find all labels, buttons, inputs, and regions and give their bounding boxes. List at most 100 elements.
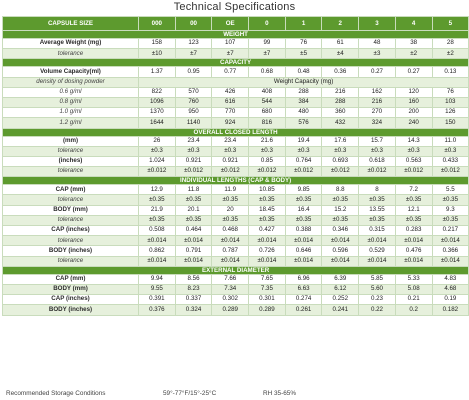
row-label: CAP (mm): [2, 273, 139, 285]
table-cell: ±7: [211, 48, 250, 60]
storage-humidity: RH 35-65%: [263, 390, 297, 397]
table-cell: 570: [174, 86, 213, 98]
table-cell: ±2: [431, 48, 469, 60]
table-cell: 9.85: [284, 184, 323, 196]
table-row: 1.2 g/ml 1644 1140 924 816 576 432 324 240 150: [2, 117, 469, 129]
table-cell: 0.464: [174, 224, 213, 237]
row-label: (mm): [2, 135, 139, 147]
table-cell: 816: [248, 117, 286, 129]
section-title: EXTERNAL DIAMETER: [1, 265, 469, 275]
table-cell: 0.252: [321, 294, 360, 306]
storage-temperature: 59°-77°F/15°-25°C: [163, 390, 217, 397]
table-cell: 950: [174, 107, 213, 119]
table-cell: 576: [284, 117, 323, 129]
page-title: Technical Specifications: [173, 1, 296, 13]
table-cell: 5.5: [431, 184, 469, 196]
table-row: (mm) 26 23.4 23.4 21.6 19.4 17.6 15.7 14.3 11.0: [2, 135, 469, 147]
table-cell: ±0.35: [248, 214, 286, 227]
section-header: INDIVIDUAL LENGTHS (CAP & BODY): [1, 176, 469, 186]
table-cell: 0.241: [321, 304, 360, 316]
table-row: CAP (mm) 9.94 8.56 7.66 7.65 6.96 6.39 5.85 5.33…: [2, 273, 469, 285]
table-cell: 0.862: [138, 245, 176, 257]
table-row: tolerance ±0.3 ±0.3 ±0.3 ±0.3 ±0.3 ±0.3 ±0.3 ±0.…: [2, 145, 469, 157]
section-title: CAPACITY: [1, 58, 469, 68]
table-cell: 0.376: [138, 304, 176, 316]
row-label: CAP (inches): [2, 294, 139, 306]
section-title: WEIGHT: [1, 30, 469, 39]
spec-table-body: CAPSULE SIZE 000 00 OE 0 1 2 3 4 5 WEIGH…: [1, 16, 469, 316]
table-cell: 99: [248, 37, 286, 50]
table-cell: 822: [138, 86, 176, 98]
table-row: CAP (mm) 12.9 11.8 11.9 10.85 9.85 8.8 8 7.2 5.5: [2, 184, 469, 196]
storage-label: Recommended Storage Conditions: [6, 390, 106, 397]
table-cell: 38: [394, 37, 433, 50]
size-header: OE: [211, 16, 250, 31]
table-cell: ±10: [138, 48, 176, 60]
table-cell: 0.13: [431, 66, 469, 78]
table-cell: 0.315: [358, 224, 396, 237]
table-cell: ±0.012: [394, 166, 433, 178]
table-cell: ±0.35: [138, 214, 176, 227]
section-title: INDIVIDUAL LENGTHS (CAP & BODY): [1, 176, 469, 186]
table-cell: 8.56: [174, 273, 213, 285]
table-cell: 544: [248, 96, 286, 109]
table-cell: 7.66: [211, 273, 250, 285]
table-cell: 0.921: [211, 155, 250, 168]
table-cell: ±0.014: [211, 255, 250, 267]
row-label: tolerance: [2, 194, 139, 206]
table-cell: 76: [284, 37, 323, 50]
table-cell: 123: [174, 37, 213, 50]
table-cell: ±0.35: [394, 194, 433, 206]
table-cell: ±0.3: [358, 145, 396, 157]
table-cell: 0.346: [321, 224, 360, 237]
table-cell: 0.182: [431, 304, 469, 316]
table-cell: 0.217: [431, 224, 469, 237]
table-row: density of dosing powder Weight Capacity …: [2, 76, 469, 88]
table-cell: 23.4: [174, 135, 213, 147]
table-cell: 0.2: [394, 304, 433, 316]
table-cell: ±0.35: [321, 194, 360, 206]
table-cell: 20.1: [174, 204, 213, 216]
table-cell: ±7: [248, 48, 286, 60]
section-header: EXTERNAL DIAMETER: [1, 265, 469, 275]
table-cell: 680: [248, 107, 286, 119]
table-cell: 0.27: [394, 66, 433, 78]
table-cell: 1.024: [138, 155, 176, 168]
row-label: BODY (inches): [2, 304, 139, 316]
table-cell: 23.4: [211, 135, 250, 147]
table-cell: ±0.014: [174, 235, 213, 247]
table-cell: 6.63: [284, 283, 323, 296]
table-cell: 4.83: [431, 273, 469, 285]
table-cell: 21.6: [248, 135, 286, 147]
header-row: CAPSULE SIZE 000 00 OE 0 1 2 3 4 5: [2, 16, 469, 31]
table-cell: ±0.35: [211, 194, 250, 206]
table-cell: 0.19: [431, 294, 469, 306]
table-cell: 0.596: [321, 245, 360, 257]
table-cell: 0.36: [321, 66, 360, 78]
table-row: tolerance ±0.014 ±0.014 ±0.014 ±0.014 ±0.014 ±…: [2, 235, 469, 247]
table-cell: 0.787: [211, 245, 250, 257]
table-cell: ±0.014: [138, 235, 176, 247]
table-cell: 770: [211, 107, 250, 119]
section-title: OVERALL CLOSED LENGTH: [1, 127, 469, 137]
table-cell: 0.726: [248, 245, 286, 257]
row-label: (inches): [2, 155, 139, 168]
row-label: Average Weight (mg): [2, 37, 139, 50]
storage-footer: Recommended Storage Conditions 59°-77°F/…: [0, 389, 469, 399]
table-cell: ±0.014: [358, 235, 396, 247]
table-cell: 0.48: [284, 66, 323, 78]
table-cell: ±0.3: [174, 145, 213, 157]
table-cell: 5.85: [358, 273, 396, 285]
table-cell: ±0.3: [431, 145, 469, 157]
table-cell: 0.791: [174, 245, 213, 257]
table-cell: ±0.012: [358, 166, 396, 178]
table-cell: 12.9: [138, 184, 176, 196]
table-cell: 0.77: [211, 66, 250, 78]
table-cell: ±0.35: [138, 194, 176, 206]
table-row: BODY (inches) 0.862 0.791 0.787 0.726 0.646 0.…: [2, 245, 469, 257]
table-cell: ±0.012: [211, 166, 250, 178]
table-cell: 5.08: [394, 283, 433, 296]
table-cell: ±0.3: [284, 145, 323, 157]
table-cell: 9.55: [138, 283, 176, 296]
table-cell: 924: [211, 117, 250, 129]
